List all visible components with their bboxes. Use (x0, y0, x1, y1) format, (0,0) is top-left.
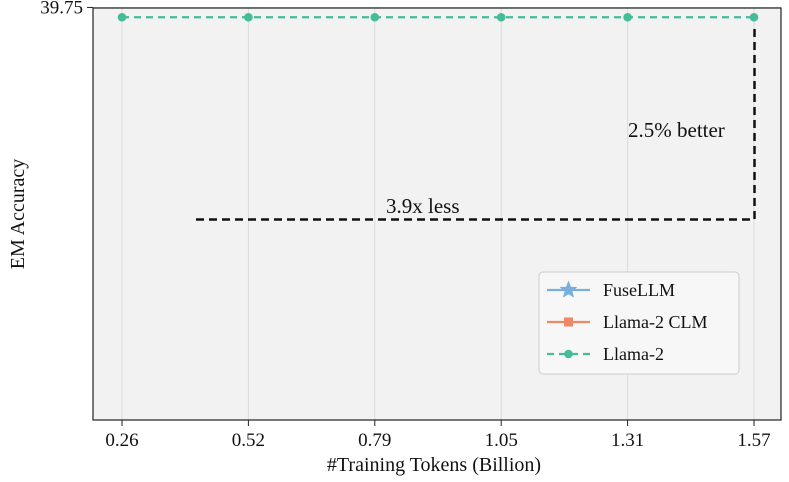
data-point-llama-2 (623, 12, 632, 22)
x-tick-label: 0.79 (358, 430, 391, 451)
x-tick-label: 1.05 (485, 430, 518, 451)
x-axis: 0.26 0.52 0.79 1.05 1.31 1.57 (105, 420, 771, 451)
y-axis: 39.7540.0040.2540.5040.7541.0041.2541.50 (40, 0, 93, 18)
legend: FuseLLM Llama-2 CLM Llama-2 (538, 271, 740, 375)
bracket-line (196, 28, 756, 221)
legend-label-llama-2-clm: Llama-2 CLM (603, 312, 707, 332)
y-tick-label: 39.75 (40, 0, 83, 18)
plot-frame (92, 7, 782, 421)
legend-label-llama-2: Llama-2 (603, 344, 664, 364)
legend-marker-llama-2 (564, 349, 573, 359)
legend-marker-fusellm (560, 281, 577, 298)
x-tick-label: 0.52 (232, 430, 265, 451)
series-llama-2 (117, 12, 759, 22)
data-point-llama-2 (244, 12, 253, 22)
legend-label-fusellm: FuseLLM (603, 280, 675, 300)
legend-box (538, 271, 740, 375)
data-point-llama-2 (117, 12, 127, 22)
y-axis-title: EM Accuracy (7, 159, 29, 270)
x-tick-label: 0.26 (105, 430, 138, 451)
annotation-less: 3.9x less (386, 194, 460, 218)
annotations: 3.9x less 2.5% better (196, 28, 756, 221)
data-point-llama-2 (370, 12, 380, 22)
annotation-better: 2.5% better (628, 118, 725, 142)
x-tick-label: 1.31 (611, 430, 644, 451)
data-point-llama-2 (749, 12, 759, 22)
legend-marker-llama-2-clm (564, 317, 573, 327)
series-group (117, 12, 759, 22)
data-point-llama-2 (496, 12, 506, 22)
x-tick-label: 1.57 (737, 430, 770, 451)
x-axis-title: #Training Tokens (Billion) (327, 454, 541, 476)
